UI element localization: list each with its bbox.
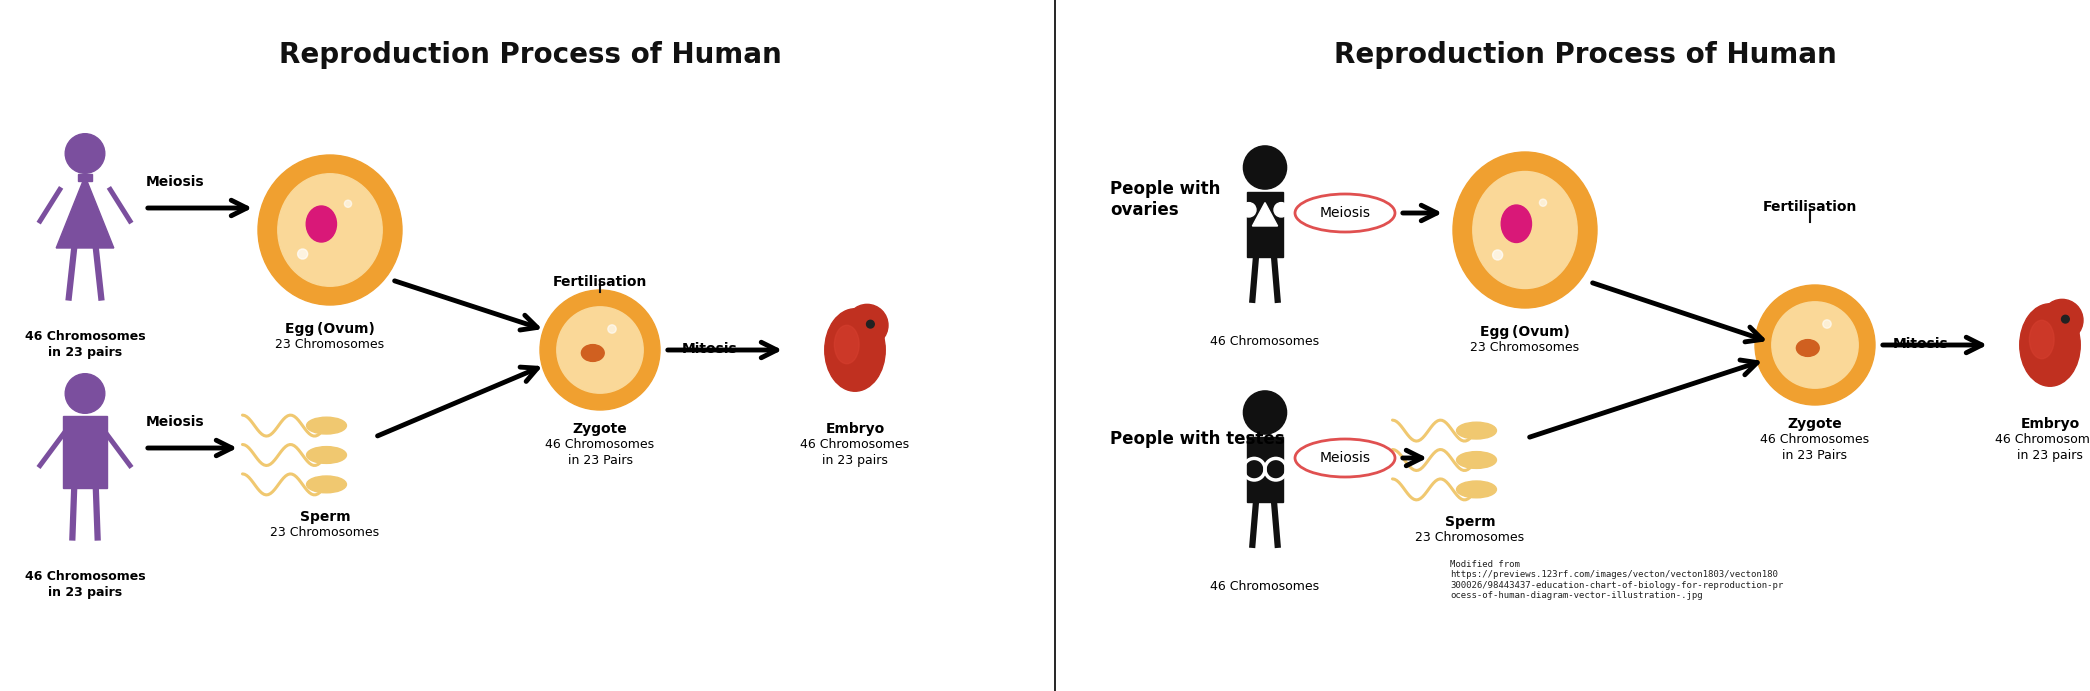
Text: Meiosis: Meiosis — [146, 415, 205, 429]
Circle shape — [65, 374, 105, 413]
Text: in 23 pairs: in 23 pairs — [821, 454, 888, 467]
Text: People with testes: People with testes — [1110, 430, 1285, 448]
Text: 46 Chromosomes: 46 Chromosomes — [1210, 580, 1319, 593]
Ellipse shape — [307, 476, 347, 493]
Text: Sperm: Sperm — [299, 510, 351, 524]
Text: Reproduction Process of Human: Reproduction Process of Human — [1333, 41, 1837, 69]
Circle shape — [1244, 391, 1287, 434]
Circle shape — [1540, 199, 1547, 207]
Ellipse shape — [1453, 152, 1597, 308]
Text: 23 Chromosomes: 23 Chromosomes — [1471, 341, 1580, 354]
Ellipse shape — [826, 309, 886, 391]
Text: 46 Chromosomes: 46 Chromosomes — [1760, 433, 1871, 446]
Circle shape — [1756, 285, 1875, 405]
Circle shape — [556, 307, 644, 393]
Ellipse shape — [1457, 481, 1496, 498]
Ellipse shape — [1501, 205, 1532, 243]
Text: Fertilisation: Fertilisation — [1762, 200, 1858, 214]
Text: People with
ovaries: People with ovaries — [1110, 180, 1221, 219]
Text: 23 Chromosomes: 23 Chromosomes — [270, 526, 380, 539]
Text: Zygote: Zygote — [1787, 417, 1843, 431]
Text: Egg (Ovum): Egg (Ovum) — [284, 322, 374, 336]
Circle shape — [608, 325, 617, 333]
Ellipse shape — [1457, 422, 1496, 439]
Circle shape — [2061, 315, 2069, 323]
Circle shape — [846, 304, 888, 346]
Text: Modified from
https://previews.123rf.com/images/vecton/vecton1803/vecton180
3000: Modified from https://previews.123rf.com… — [1450, 560, 1783, 600]
Circle shape — [1244, 146, 1287, 189]
Text: 46 Chromosomes: 46 Chromosomes — [25, 570, 146, 583]
Text: 46 Chromosomes: 46 Chromosomes — [25, 330, 146, 343]
Text: 46 Chromosomes: 46 Chromosomes — [1210, 335, 1319, 348]
Ellipse shape — [1457, 452, 1496, 468]
Text: Egg (Ovum): Egg (Ovum) — [1480, 325, 1570, 339]
Ellipse shape — [2029, 320, 2054, 359]
FancyBboxPatch shape — [63, 416, 107, 488]
Polygon shape — [56, 176, 113, 248]
Circle shape — [1241, 202, 1256, 217]
Circle shape — [2042, 299, 2084, 341]
Ellipse shape — [307, 446, 347, 464]
Ellipse shape — [257, 155, 401, 305]
Text: Meiosis: Meiosis — [1319, 206, 1371, 220]
Ellipse shape — [1473, 171, 1578, 289]
Text: in 23 Pairs: in 23 Pairs — [568, 454, 633, 467]
Text: Fertilisation: Fertilisation — [554, 275, 648, 289]
Text: Embryo: Embryo — [826, 422, 884, 436]
Text: in 23 Pairs: in 23 Pairs — [1783, 449, 1848, 462]
Text: Mitosis: Mitosis — [681, 342, 738, 356]
Ellipse shape — [1797, 339, 1818, 357]
FancyBboxPatch shape — [1248, 192, 1283, 256]
Text: in 23 pairs: in 23 pairs — [2017, 449, 2084, 462]
Ellipse shape — [581, 345, 604, 361]
Text: Sperm: Sperm — [1444, 515, 1494, 529]
Ellipse shape — [2019, 304, 2080, 386]
Circle shape — [1822, 320, 1831, 328]
Ellipse shape — [307, 206, 336, 242]
Circle shape — [867, 321, 874, 328]
Text: Mitosis: Mitosis — [1894, 337, 1948, 351]
Circle shape — [297, 249, 307, 259]
Circle shape — [1275, 202, 1287, 217]
Ellipse shape — [278, 173, 382, 286]
Text: 46 Chromosomes: 46 Chromosomes — [545, 438, 654, 451]
Text: in 23 pairs: in 23 pairs — [48, 346, 121, 359]
Text: Embryo: Embryo — [2021, 417, 2080, 431]
Ellipse shape — [307, 417, 347, 434]
FancyBboxPatch shape — [1248, 437, 1283, 502]
Ellipse shape — [834, 325, 859, 363]
Text: Meiosis: Meiosis — [146, 175, 205, 189]
Text: 23 Chromosomes: 23 Chromosomes — [276, 338, 385, 351]
Text: 46 Chromosomes: 46 Chromosomes — [800, 438, 909, 451]
Text: 46 Chromosomes: 46 Chromosomes — [1996, 433, 2090, 446]
Text: Meiosis: Meiosis — [1319, 451, 1371, 465]
Text: Zygote: Zygote — [573, 422, 627, 436]
Text: Reproduction Process of Human: Reproduction Process of Human — [278, 41, 782, 69]
Polygon shape — [1252, 202, 1277, 226]
FancyBboxPatch shape — [77, 174, 92, 182]
Circle shape — [539, 290, 660, 410]
Circle shape — [65, 133, 105, 173]
Circle shape — [1772, 302, 1858, 388]
Text: in 23 pairs: in 23 pairs — [48, 586, 121, 599]
Circle shape — [345, 200, 351, 207]
Circle shape — [1492, 250, 1503, 260]
Text: 23 Chromosomes: 23 Chromosomes — [1415, 531, 1524, 544]
